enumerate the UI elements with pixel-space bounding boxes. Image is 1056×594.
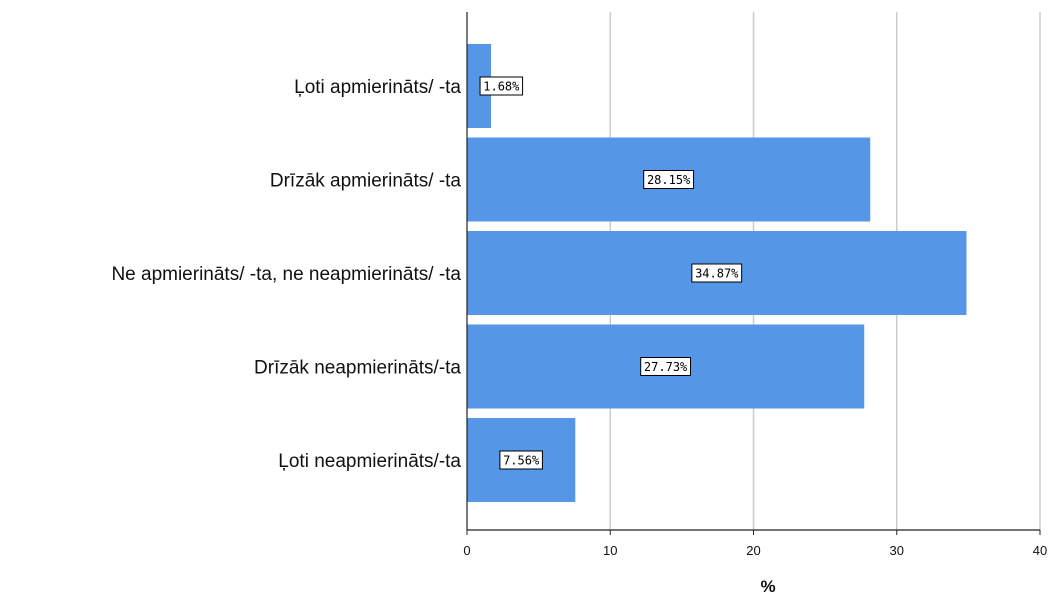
category-labels: Ļoti apmierināts/ -ta Drīzāk apmierināts/… — [111, 77, 461, 472]
data-label: 1.68% — [479, 76, 524, 96]
data-label-text: 1.68% — [483, 80, 520, 94]
data-label: 28.15% — [643, 170, 695, 189]
x-tick-label: 30 — [890, 543, 904, 558]
data-label-text: 28.15% — [647, 173, 691, 187]
data-label-box — [691, 263, 743, 283]
data-label: 7.56% — [499, 450, 543, 470]
data-label: 27.73% — [640, 357, 692, 376]
data-label-box — [643, 170, 695, 189]
category-label: Ļoti apmierināts/ -ta — [294, 77, 461, 98]
category-label: Ļoti neapmierināts/-ta — [278, 451, 461, 472]
x-tick-label: 0 — [463, 543, 470, 558]
data-labels: 1.68% 28.15% 34.87% 27.73% 7.56% — [479, 76, 743, 470]
data-label-text: 27.73% — [644, 360, 688, 374]
x-axis-title: % — [760, 577, 775, 594]
category-label: Drīzāk neapmierināts/-ta — [254, 358, 461, 379]
x-tick-labels: 0 10 20 30 40 — [463, 543, 1047, 558]
data-label-text: 7.56% — [503, 454, 540, 468]
category-label: Ne apmierināts/ -ta, ne neapmierināts/ -… — [111, 264, 461, 285]
data-label-text: 34.87% — [695, 267, 739, 281]
data-label: 34.87% — [691, 263, 743, 283]
data-label-box — [499, 450, 543, 470]
data-label-box — [640, 357, 692, 376]
category-label: Drīzāk apmierināts/ -ta — [270, 171, 462, 192]
data-label-box — [479, 76, 524, 96]
axes — [466, 12, 1041, 535]
x-tick-label: 10 — [603, 543, 617, 558]
x-tick-label: 40 — [1033, 543, 1047, 558]
x-tick-label: 20 — [746, 543, 760, 558]
